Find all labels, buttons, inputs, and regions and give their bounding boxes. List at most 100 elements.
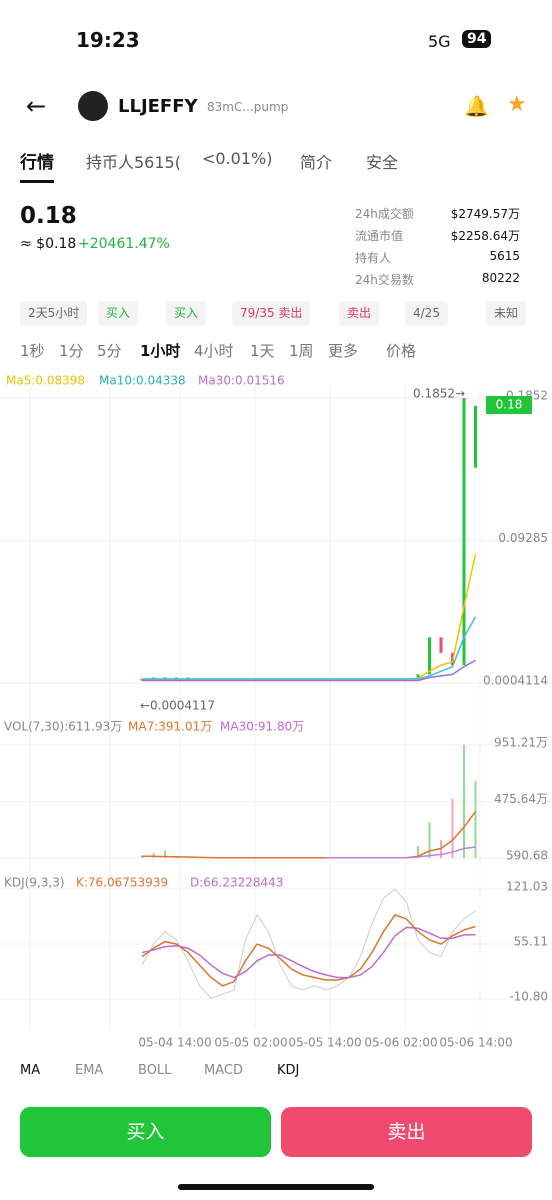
price-tag-bg (486, 396, 532, 414)
interval[interactable]: 价格 (386, 342, 417, 360)
line (141, 926, 476, 979)
address[interactable]: 83mC...pump (207, 100, 289, 114)
candle (152, 677, 155, 680)
stat-label: 持有人 (355, 251, 392, 265)
legend: Ma30:0.01516 (198, 374, 285, 388)
legend: MA30:91.80万 (220, 720, 304, 734)
interval[interactable]: 1秒 (20, 342, 45, 360)
tab[interactable]: 安全 (366, 153, 399, 172)
x-tick-label: 05-06 14:00 (439, 1036, 512, 1050)
price: 0.18 (20, 203, 77, 229)
legend: Ma5:0.08398 (6, 374, 85, 388)
candle (416, 674, 420, 678)
candle (462, 398, 466, 666)
stat-value: 80222 (481, 271, 520, 285)
interval[interactable]: 1分 (59, 342, 84, 360)
usd-price: ≈ $0.18 (20, 236, 77, 252)
tab[interactable]: 简介 (300, 153, 333, 172)
star[interactable]: ★ (507, 92, 527, 117)
volume-bar (463, 745, 465, 858)
interval[interactable]: 更多 (328, 342, 359, 360)
x-tick-label: 05-05 02:00 (214, 1036, 287, 1050)
time: 19:23 (76, 28, 140, 52)
interval[interactable]: 5分 (97, 342, 122, 360)
indicator[interactable]: EMA (75, 1063, 104, 1078)
home-indicator (178, 1184, 374, 1190)
line (142, 811, 477, 859)
line (142, 553, 477, 680)
stat-value: $2749.57万 (450, 207, 520, 221)
tab[interactable]: 持币人5615( (86, 153, 181, 172)
network: 5G (428, 32, 451, 51)
x-tick-label: 05-06 02:00 (364, 1036, 437, 1050)
price-tag: 0.18 (496, 398, 523, 412)
tab[interactable]: 行情 (20, 153, 54, 173)
interval[interactable]: 1小时 (140, 342, 181, 360)
legend: VOL(7,30):611.93万 (4, 720, 122, 734)
line (141, 913, 476, 987)
indicator[interactable]: KDJ (277, 1063, 300, 1078)
stat-value: 5615 (489, 249, 520, 263)
volume-bar (428, 822, 431, 858)
legend: K:76.06753939 (76, 876, 168, 890)
bell[interactable]: 🔔 (464, 94, 489, 118)
legend: MA7:391.01万 (128, 720, 212, 734)
candle (474, 406, 477, 468)
sell-button[interactable]: 卖出 (281, 1107, 532, 1157)
buy-button[interactable]: 买入 (20, 1107, 271, 1157)
tag[interactable]: 79/35 卖出 (232, 301, 311, 326)
tag[interactable]: 买入 (166, 301, 207, 326)
stat-label: 流通市值 (355, 229, 404, 243)
x-tick-label: 05-05 14:00 (288, 1036, 361, 1050)
interval[interactable]: 1天 (250, 342, 275, 360)
tab[interactable]: <0.01%) (202, 149, 273, 168)
tag[interactable]: 未知 (486, 301, 527, 326)
annotation: ←0.0004117 (140, 699, 215, 713)
volume-bar (451, 798, 454, 858)
interval[interactable]: 1周 (289, 342, 314, 360)
stat-label: 24h交易数 (355, 273, 414, 287)
y-tick-label: 121.03 (506, 880, 548, 894)
y-tick-label: -10.80 (509, 990, 548, 1004)
avatar (78, 91, 108, 121)
interval[interactable]: 4小时 (194, 342, 234, 360)
legend: KDJ(9,3,3) (4, 876, 65, 890)
tab-indicator (20, 180, 54, 183)
y-tick-label: 0.09285 (498, 531, 548, 545)
line (142, 659, 476, 682)
line (326, 846, 476, 859)
indicator[interactable]: MACD (204, 1063, 243, 1078)
volume-bar (417, 846, 419, 858)
volume-bar (164, 850, 166, 858)
candle (439, 637, 443, 653)
annotation: 0.1852→ (413, 387, 465, 401)
back[interactable]: ← (26, 92, 47, 120)
candle (186, 677, 190, 680)
tag[interactable]: 4/25 (405, 301, 448, 326)
legend: D:66.23228443 (190, 876, 283, 890)
candle (140, 679, 144, 681)
indicator[interactable]: BOLL (138, 1063, 172, 1078)
y-tick-label: 55.11 (514, 935, 548, 949)
indicator[interactable]: MA (20, 1063, 41, 1078)
y-tick-label: 0.0004114 (483, 674, 548, 688)
tag[interactable]: 卖出 (339, 301, 380, 326)
tag[interactable]: 2天5小时 (20, 301, 88, 326)
token-name: LLJEFFY (118, 96, 198, 117)
candle (163, 677, 167, 679)
battery: 94 (462, 30, 492, 48)
y-tick-label: 475.64万 (494, 792, 548, 806)
y-tick-label: 951.21万 (494, 736, 548, 750)
volume-bar (474, 780, 477, 858)
candle (428, 637, 431, 675)
change: +20461.47% (78, 236, 170, 252)
legend: Ma10:0.04338 (99, 374, 186, 388)
stat-label: 24h成交额 (355, 207, 414, 221)
tag[interactable]: 买入 (98, 301, 139, 326)
x-tick-label: 05-04 14:00 (138, 1036, 211, 1050)
candle (175, 677, 178, 679)
stat-value: $2258.64万 (450, 229, 520, 243)
y-tick-label: 590.68 (506, 848, 548, 862)
